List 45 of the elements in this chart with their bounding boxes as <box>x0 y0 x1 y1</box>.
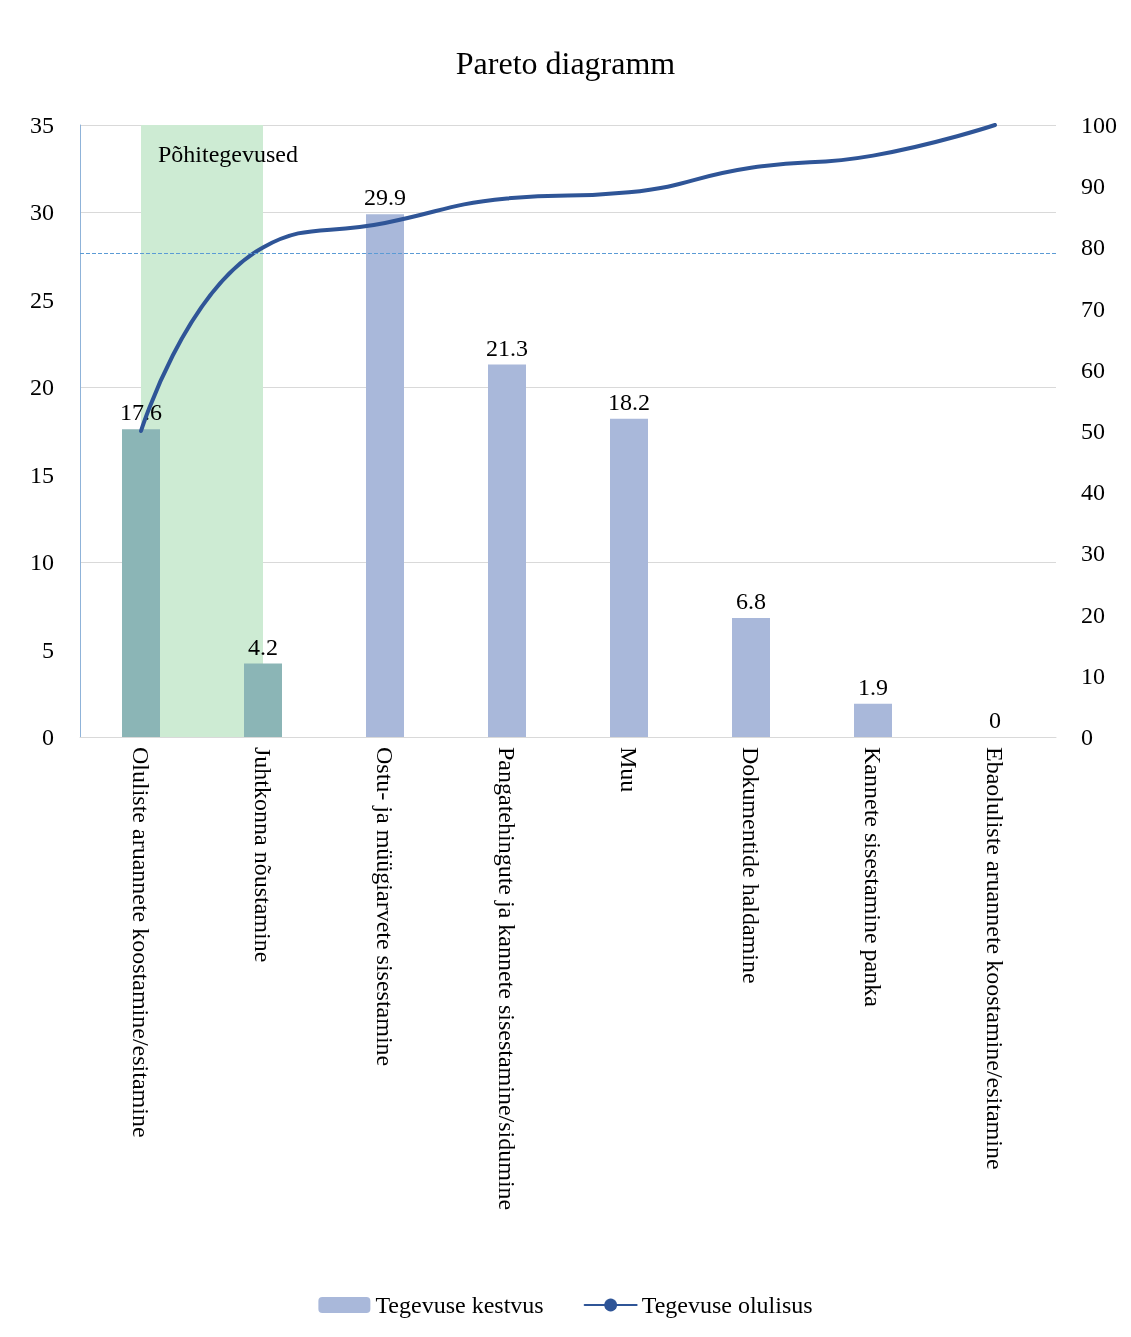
x-tick-label: Ebaoluliste aruannete koostamine/esitamine <box>982 747 1008 1170</box>
y2-tick-label: 30 <box>1081 540 1105 567</box>
y-tick-label: 30 <box>30 199 54 226</box>
data-label: 21.3 <box>486 334 528 361</box>
y-tick-label: 0 <box>42 724 54 750</box>
band-label: Põhitegevused <box>158 141 298 167</box>
bar <box>732 618 770 737</box>
y2-tick-label: 70 <box>1081 295 1105 322</box>
y-tick-label: 25 <box>30 286 54 313</box>
data-label: 18.2 <box>608 388 650 415</box>
legend-label: Tegevuse kestvus <box>375 1292 544 1318</box>
y2-tick-label: 20 <box>1081 601 1105 628</box>
y2-tick-label: 40 <box>1081 479 1105 506</box>
bar <box>610 418 648 737</box>
y2-tick-label: 0 <box>1081 724 1093 750</box>
y-tick-label: 5 <box>42 636 54 663</box>
y-tick-label: 10 <box>30 549 54 576</box>
data-label: 29.9 <box>364 184 406 211</box>
data-label: 6.8 <box>736 588 766 615</box>
x-tick-label: Dokumentide haldamine <box>738 747 764 984</box>
x-tick-label: Ostu- ja müügiarvete sisestamine <box>372 747 398 1067</box>
x-tick-label: Juhtkonna nõustamine <box>250 747 276 963</box>
x-tick-label: Muu <box>616 747 642 793</box>
data-label: 1.9 <box>858 673 888 700</box>
data-label: 0 <box>989 707 1001 733</box>
y-tick-label: 20 <box>30 374 54 401</box>
chart-title: Pareto diagramm <box>455 45 676 81</box>
y2-tick-label: 100 <box>1081 112 1117 138</box>
bar <box>488 364 526 737</box>
bar <box>244 663 282 737</box>
legend-label: Tegevuse olulisus <box>641 1292 813 1318</box>
data-label: 4.2 <box>248 633 278 660</box>
y-tick-label: 35 <box>30 112 54 138</box>
x-tick-label: Kannete sisestamine panka <box>860 747 886 1008</box>
y2-tick-label: 80 <box>1081 234 1105 261</box>
x-tick-label: Pangatehingute ja kannete sisestamine/sidumine <box>494 747 520 1211</box>
bar <box>854 703 892 737</box>
y-tick-label: 15 <box>30 461 54 488</box>
y2-tick-label: 10 <box>1081 662 1105 689</box>
bar <box>122 429 160 737</box>
y2-tick-label: 60 <box>1081 356 1105 383</box>
x-tick-label: Oluliste aruannete koostamine/esitamine <box>128 747 154 1138</box>
y2-tick-label: 90 <box>1081 173 1105 200</box>
y2-tick-label: 50 <box>1081 418 1105 444</box>
bar <box>366 214 404 737</box>
